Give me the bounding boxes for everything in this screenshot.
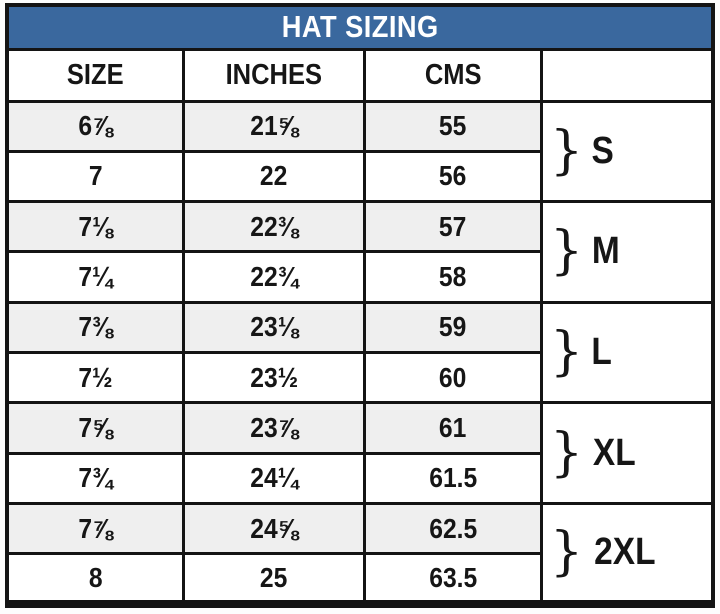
cell-cms: 57 bbox=[362, 200, 543, 254]
cell-inches: 23⅞ bbox=[182, 401, 366, 455]
sizing-table: HAT SIZING SIZE INCHES CMS 6⅞ 21⅝ 55 } S bbox=[5, 3, 715, 608]
brace-glyph: } bbox=[549, 422, 584, 483]
cell-size: 7¼ bbox=[5, 250, 185, 304]
brace-glyph: } bbox=[549, 221, 584, 282]
table-row: 7 22 56 bbox=[5, 149, 713, 204]
table-row: 8 25 63.5 bbox=[5, 552, 713, 606]
title-row: HAT SIZING bbox=[5, 3, 715, 51]
cell-cms: 60 bbox=[362, 350, 543, 405]
cell-cms: 59 bbox=[362, 300, 543, 354]
cell-cms: 55 bbox=[362, 99, 543, 153]
cell-inches: 24⅝ bbox=[182, 501, 366, 556]
cell-inches: 23½ bbox=[182, 350, 366, 405]
table-row: 6⅞ 21⅝ 55 } S bbox=[5, 99, 715, 204]
cell-size: 7⅞ bbox=[5, 501, 185, 556]
table-row: 7⅞ 24⅝ 62.5 } 2XL bbox=[5, 501, 715, 606]
group-label-xl: XL bbox=[592, 431, 636, 474]
size-group-m: } M bbox=[539, 200, 715, 304]
cell-size: 7 bbox=[5, 149, 185, 204]
table-row: 7⅜ 23⅛ 59 } L bbox=[5, 300, 715, 405]
table-title-text: HAT SIZING bbox=[281, 9, 439, 45]
cell-size: 7⅜ bbox=[5, 300, 185, 354]
size-group-s: } S bbox=[539, 99, 715, 204]
brace-glyph: } bbox=[549, 120, 584, 181]
column-header-cms: CMS bbox=[362, 47, 543, 103]
cell-inches: 22¾ bbox=[182, 250, 366, 304]
cell-cms: 62.5 bbox=[362, 501, 543, 556]
cell-cms: 61.5 bbox=[362, 451, 543, 505]
cell-size: 7⅝ bbox=[5, 401, 185, 455]
cell-size: 6⅞ bbox=[5, 99, 185, 153]
cell-inches: 23⅛ bbox=[182, 300, 366, 354]
cell-inches: 22 bbox=[182, 149, 366, 204]
size-group-l: } L bbox=[539, 300, 715, 405]
cell-cms: 63.5 bbox=[362, 552, 543, 606]
cell-inches: 21⅝ bbox=[182, 99, 366, 153]
table-title: HAT SIZING bbox=[5, 3, 715, 51]
column-header-inches: INCHES bbox=[182, 47, 366, 103]
brace-glyph: } bbox=[549, 322, 584, 383]
group-label-2xl: 2XL bbox=[594, 530, 656, 573]
size-group-xl: } XL bbox=[539, 401, 715, 505]
table-row: 7⅛ 22⅜ 57 } M bbox=[5, 200, 715, 304]
brace-glyph: } bbox=[549, 522, 584, 583]
group-label-m: M bbox=[591, 230, 620, 273]
cell-size: 7½ bbox=[5, 350, 185, 405]
cell-size: 8 bbox=[5, 552, 185, 606]
cell-size: 7¾ bbox=[5, 451, 185, 505]
cell-inches: 22⅜ bbox=[182, 200, 366, 254]
group-label-s: S bbox=[591, 129, 614, 172]
column-header-group bbox=[539, 47, 715, 103]
group-label-l: L bbox=[591, 330, 612, 373]
size-group-2xl: } 2XL bbox=[539, 501, 715, 606]
cell-inches: 24¼ bbox=[182, 451, 366, 505]
table-row: 7¾ 24¼ 61.5 bbox=[5, 451, 713, 505]
table-row: 7⅝ 23⅞ 61 } XL bbox=[5, 401, 715, 505]
cell-cms: 56 bbox=[362, 149, 543, 204]
column-header-size: SIZE bbox=[5, 47, 185, 103]
column-header-row: SIZE INCHES CMS bbox=[5, 47, 715, 103]
cell-size: 7⅛ bbox=[5, 200, 185, 254]
table-row: 7½ 23½ 60 bbox=[5, 350, 713, 405]
cell-inches: 25 bbox=[182, 552, 366, 606]
cell-cms: 61 bbox=[362, 401, 543, 455]
table-row: 7¼ 22¾ 58 bbox=[5, 250, 713, 304]
cell-cms: 58 bbox=[362, 250, 543, 304]
